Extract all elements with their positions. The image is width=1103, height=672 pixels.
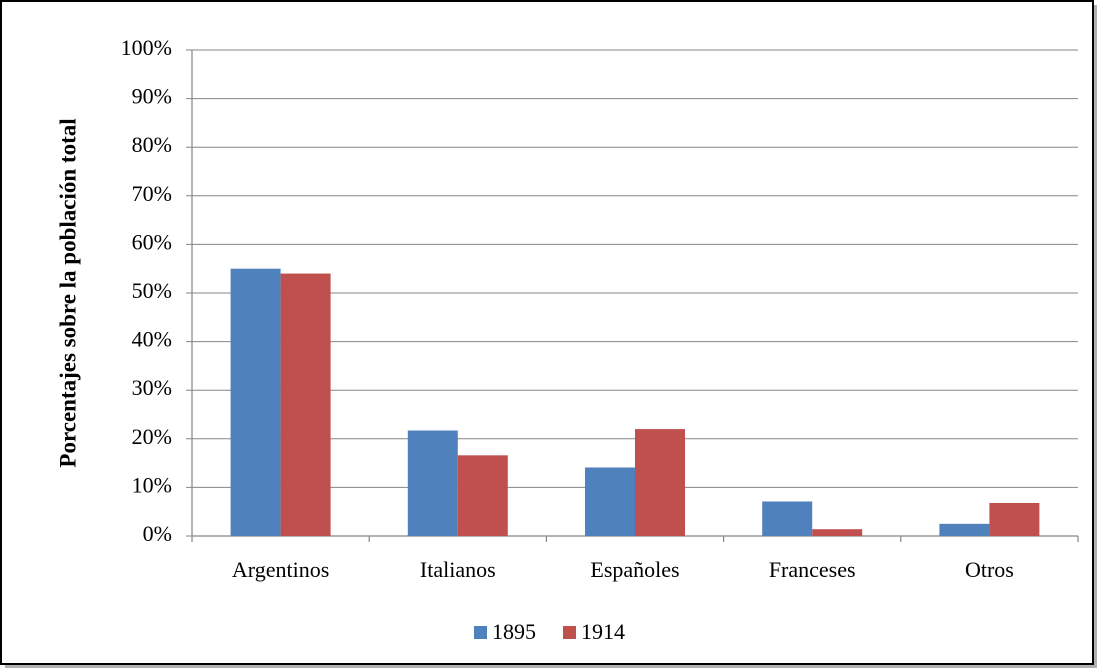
y-tick-label: 30%: [132, 375, 172, 400]
bar: [457, 455, 508, 536]
legend-label: 1895: [492, 619, 536, 644]
y-tick-label: 40%: [132, 327, 172, 352]
y-axis-title: Porcentajes sobre la población total: [55, 118, 80, 467]
legend-label: 1914: [581, 619, 625, 644]
x-tick-label: Otros: [965, 557, 1014, 582]
x-tick-label: Italianos: [420, 557, 496, 582]
y-tick-label: 80%: [132, 132, 172, 157]
bar: [989, 502, 1040, 536]
y-tick-label: 50%: [132, 278, 172, 303]
y-tick-label: 100%: [121, 35, 172, 60]
x-tick-label: Franceses: [769, 557, 856, 582]
x-tick-label: Españoles: [590, 557, 679, 582]
y-tick-label: 0%: [143, 521, 172, 546]
legend-swatch: [563, 626, 576, 639]
y-tick-label: 10%: [132, 472, 172, 497]
x-tick-label: Argentinos: [232, 557, 329, 582]
bar: [812, 529, 863, 536]
bar: [280, 273, 331, 536]
y-tick-label: 70%: [132, 181, 172, 206]
y-tick-label: 20%: [132, 424, 172, 449]
y-tick-label: 60%: [132, 229, 172, 254]
bar: [762, 501, 813, 536]
y-tick-label: 90%: [132, 84, 172, 109]
bar: [230, 268, 281, 536]
bar: [585, 467, 635, 536]
legend-swatch: [474, 626, 487, 639]
bar: [939, 523, 990, 536]
bar: [407, 430, 458, 536]
bar: [635, 429, 685, 536]
